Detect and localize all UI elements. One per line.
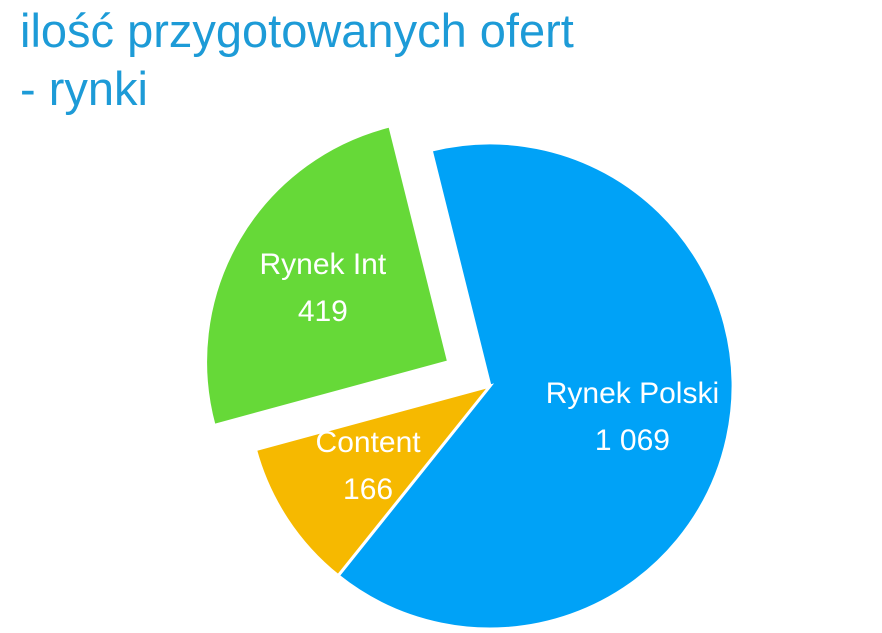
pie-slice bbox=[336, 141, 735, 631]
value-label: 419 bbox=[298, 295, 348, 328]
value-label: 166 bbox=[343, 473, 393, 506]
category-label: Rynek Int bbox=[259, 248, 386, 281]
slice-label: Rynek Int 419 bbox=[259, 248, 386, 328]
pie-slice bbox=[204, 124, 451, 428]
slice-label: Content 166 bbox=[316, 426, 422, 506]
value-label: 1 069 bbox=[595, 424, 670, 457]
chart-title: ilość przygotowanych ofert - rynki bbox=[20, 4, 574, 115]
pie-slice bbox=[253, 383, 495, 578]
category-label: Rynek Polski bbox=[546, 377, 719, 410]
slice-label: Rynek Polski 1 069 bbox=[546, 377, 719, 457]
category-label: Content bbox=[316, 426, 422, 459]
